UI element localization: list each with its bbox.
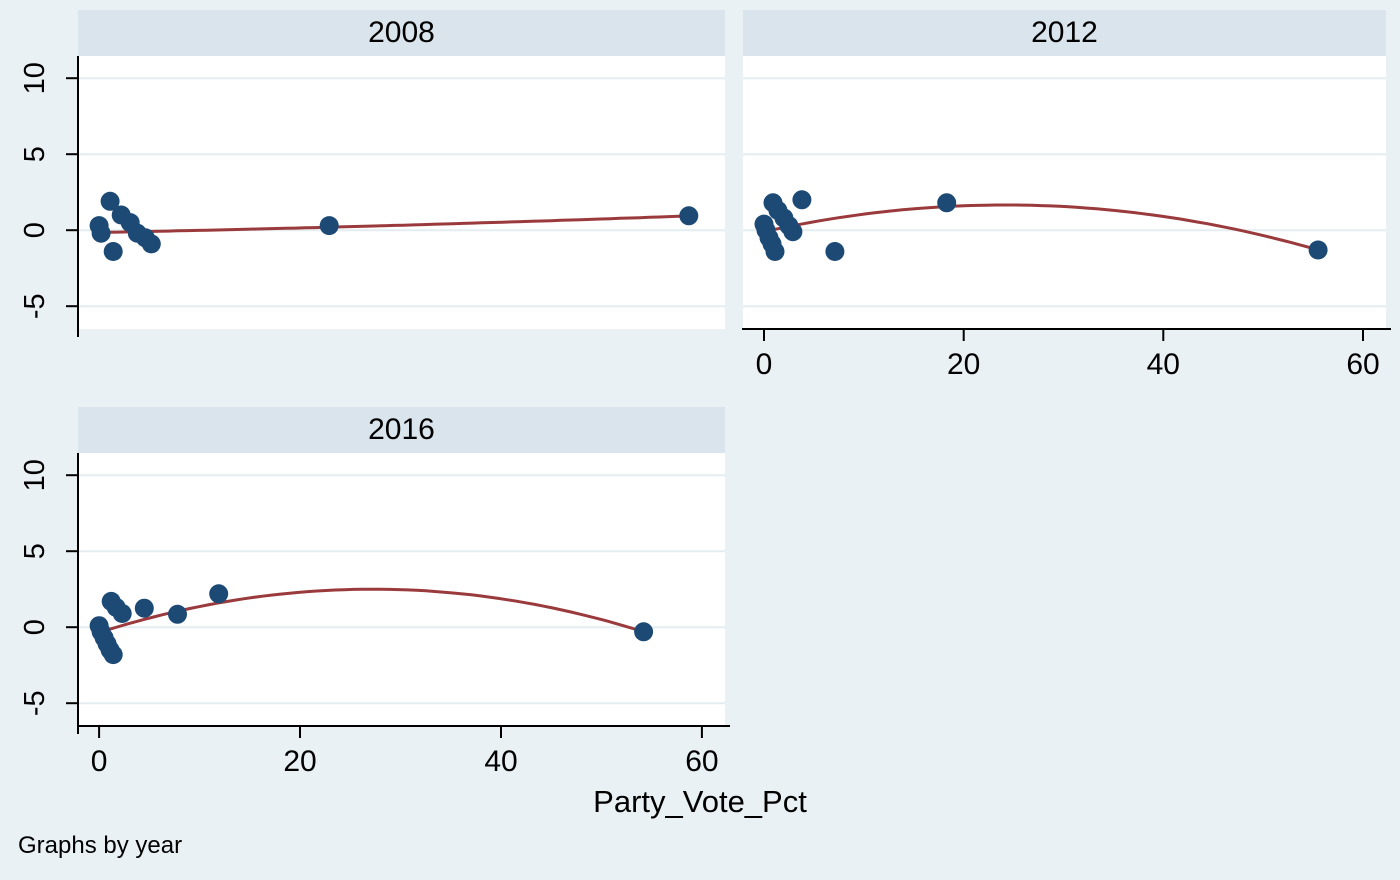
data-point (1308, 240, 1328, 260)
y-tick-label: 5 (19, 146, 51, 162)
data-point (209, 584, 229, 604)
data-point (141, 234, 161, 254)
x-tick-label: 60 (1346, 348, 1379, 381)
data-point (634, 622, 654, 642)
panel-title-2016: 2016 (368, 413, 435, 446)
data-point (134, 598, 154, 618)
by-graph-note: Graphs by year (18, 832, 183, 859)
x-tick-label: 20 (283, 745, 316, 778)
x-tick-label: 0 (756, 348, 773, 381)
x-tick-label: 20 (947, 348, 980, 381)
data-point (937, 193, 957, 213)
data-point (792, 190, 812, 210)
x-axis-title: Party_Vote_Pct (593, 784, 807, 819)
x-tick-label: 60 (685, 745, 718, 778)
plot-area (743, 56, 1386, 329)
x-tick-label: 40 (1147, 348, 1180, 381)
data-point (91, 223, 111, 243)
panel-2012: 0 20 40 60 (742, 56, 1391, 381)
data-point (783, 222, 803, 242)
y-tick-label: 10 (19, 62, 51, 94)
data-point (112, 604, 132, 623)
data-point (168, 604, 187, 624)
y-tick-label: 10 (19, 459, 51, 491)
fit-line (97, 587, 646, 634)
panel-2008: 10 5 0 -5 (19, 56, 725, 337)
y-tick-label: 5 (19, 543, 51, 559)
y-tick-label: -5 (19, 293, 51, 319)
fit-line (762, 203, 1320, 252)
panel-title-2012: 2012 (1031, 16, 1098, 49)
data-point (319, 216, 339, 236)
data-point (679, 206, 699, 226)
panel-title-2008: 2008 (368, 16, 435, 49)
panel-2016: 10 5 0 -5 0 20 40 60 (19, 453, 730, 778)
y-tick-label: 0 (19, 619, 51, 635)
x-tick-label: 40 (484, 745, 517, 778)
panel-title-band-2012: 2012 (743, 10, 1386, 56)
plot-area (78, 56, 725, 329)
data-point (825, 242, 845, 261)
x-tick-label: 0 (91, 745, 108, 778)
y-tick-label: -5 (19, 690, 51, 716)
fit-line (97, 214, 691, 234)
data-point (103, 645, 123, 665)
data-point (765, 242, 785, 261)
panel-title-band-2016: 2016 (78, 407, 725, 453)
panel-title-band-2008: 2008 (78, 10, 725, 56)
data-point (100, 191, 120, 211)
y-tick-label: 0 (19, 222, 51, 238)
data-point (103, 242, 123, 261)
